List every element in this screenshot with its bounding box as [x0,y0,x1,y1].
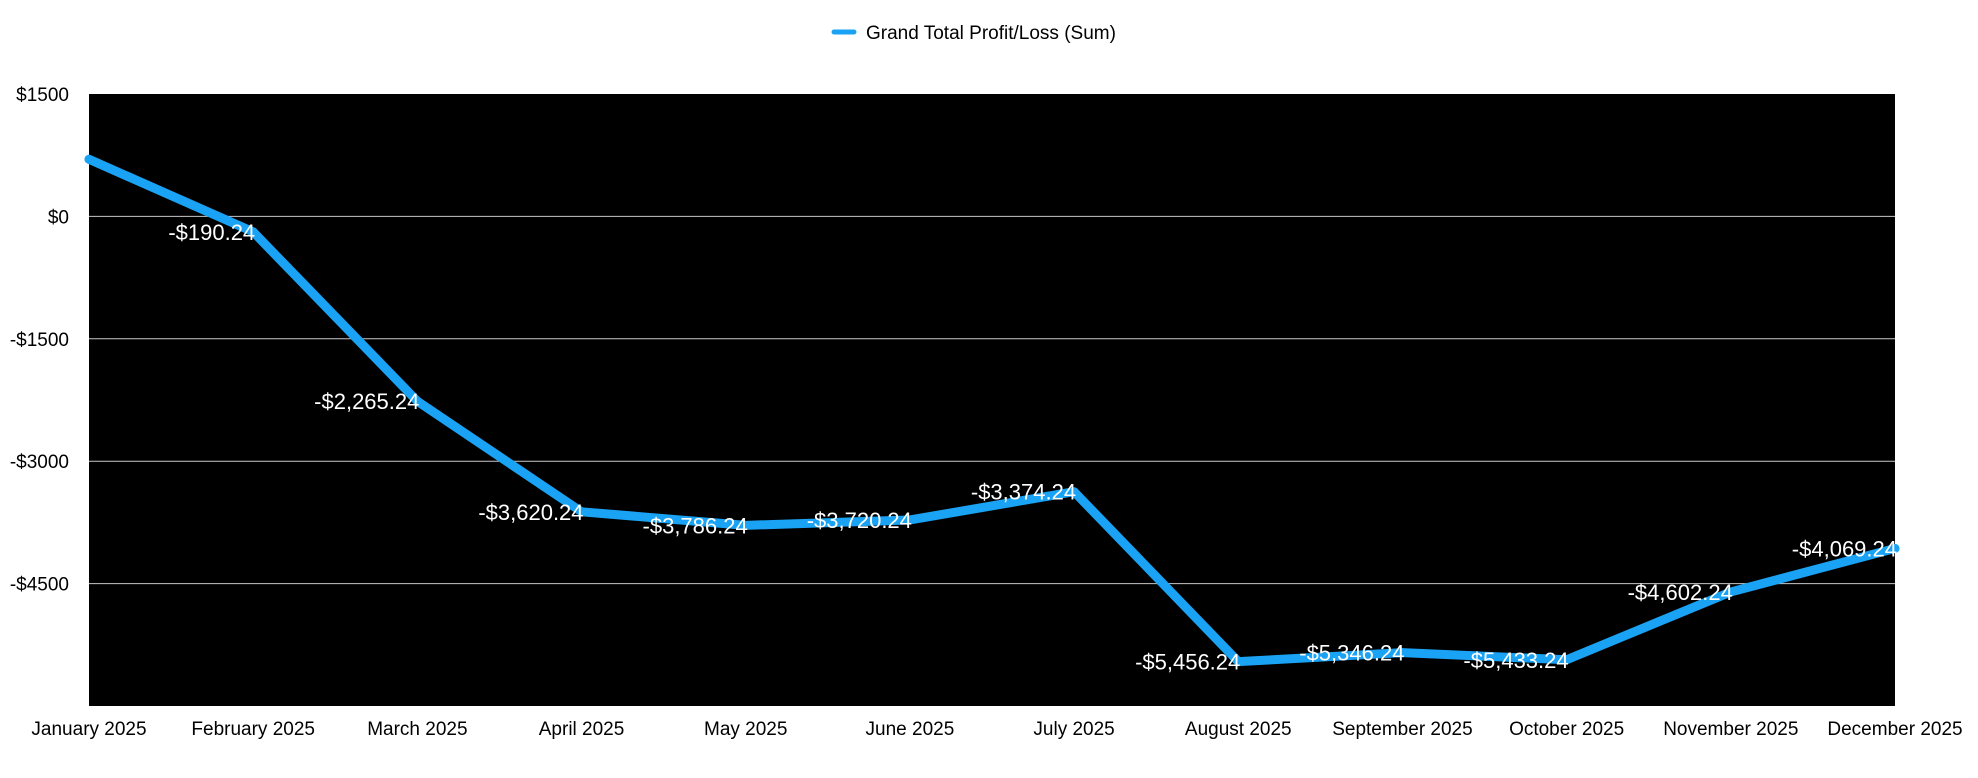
plot-area [89,94,1895,706]
gridlines [89,215,1895,585]
x-tick-label: June 2025 [866,719,955,740]
x-tick-label: February 2025 [191,719,315,740]
x-tick-label: September 2025 [1332,719,1473,740]
data-label: -$190.24 [168,220,255,245]
data-point [905,515,915,525]
y-tick-label: -$3000 [10,452,69,473]
x-tick-label: August 2025 [1185,719,1292,740]
y-tick-label: $1500 [16,85,69,106]
legend: Grand Total Profit/Loss (Sum) [831,23,1116,44]
legend-label: Grand Total Profit/Loss (Sum) [866,23,1116,44]
data-point [1726,587,1736,597]
x-tick-label: October 2025 [1509,719,1624,740]
data-point [1890,543,1900,553]
data-label: -$5,433.24 [1463,648,1568,673]
data-point [1233,657,1243,667]
x-tick-label: April 2025 [539,719,625,740]
y-axis: $1500 $0 -$1500 -$3000 -$4500 [10,85,69,596]
y-tick-label: $0 [48,207,69,228]
y-tick-label: -$1500 [10,330,69,351]
data-label: -$3,786.24 [643,513,748,538]
series-line [84,154,1900,667]
data-point [1562,655,1572,665]
data-point [1397,648,1407,658]
data-point [248,227,258,237]
series [84,154,1900,667]
x-tick-label: July 2025 [1033,719,1114,740]
x-tick-label: March 2025 [367,719,467,740]
x-tick-label: December 2025 [1827,719,1962,740]
data-label: -$3,620.24 [478,500,583,525]
x-axis: January 2025 February 2025 March 2025 April… [31,719,1962,740]
data-label: -$2,265.24 [314,389,419,414]
x-tick-label: May 2025 [704,719,787,740]
data-label: -$3,720.24 [807,508,912,533]
data-label: -$5,456.24 [1135,650,1240,675]
data-label: -$5,346.24 [1299,641,1404,666]
data-point [577,507,587,517]
y-tick-label: -$4500 [10,575,69,596]
data-label: -$4,069.24 [1792,536,1897,561]
x-tick-label: November 2025 [1663,719,1798,740]
data-point [84,154,94,164]
data-label: -$4,602.24 [1628,580,1733,605]
data-point [1069,487,1079,497]
x-tick-label: January 2025 [31,719,146,740]
data-point [412,396,422,406]
data-point [741,520,751,530]
data-label: -$3,374.24 [971,480,1076,505]
data-labels: -$190.24 -$2,265.24 -$3,620.24 -$3,786.24 -$… [168,220,1897,675]
